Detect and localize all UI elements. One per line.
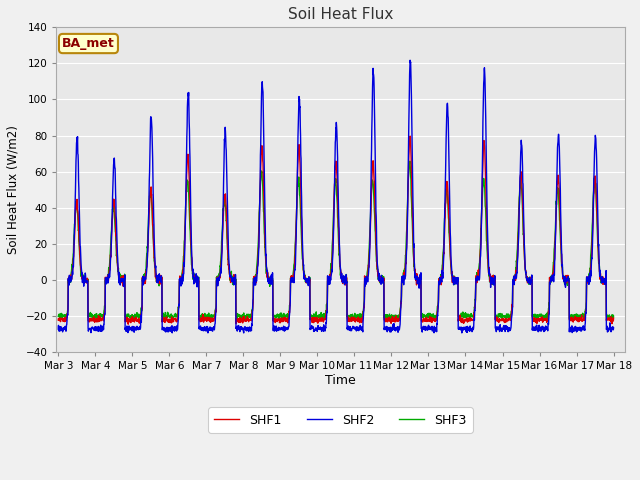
- SHF3: [566, 317, 574, 323]
- SHF2: [610, 325, 618, 331]
- SHF1: [610, 315, 618, 321]
- SHF2: [561, 274, 569, 279]
- SHF3: [209, 314, 217, 320]
- SHF2: [577, 325, 584, 331]
- Line: SHF1: SHF1: [58, 136, 614, 324]
- Y-axis label: Soil Heat Flux (W/m2): Soil Heat Flux (W/m2): [7, 125, 20, 254]
- SHF1: [498, 316, 506, 322]
- Line: SHF3: SHF3: [58, 161, 614, 320]
- SHF1: [364, 267, 372, 273]
- SHF3: [610, 313, 618, 319]
- SHF1: [406, 133, 414, 139]
- SHF3: [364, 265, 372, 271]
- SHF2: [240, 330, 248, 336]
- Line: SHF2: SHF2: [58, 60, 614, 333]
- SHF3: [406, 158, 413, 164]
- SHF1: [561, 278, 569, 284]
- Text: BA_met: BA_met: [62, 37, 115, 50]
- SHF2: [498, 325, 506, 331]
- Title: Soil Heat Flux: Soil Heat Flux: [288, 7, 393, 22]
- SHF3: [577, 314, 584, 320]
- SHF1: [352, 317, 360, 323]
- SHF1: [209, 316, 217, 322]
- SHF1: [577, 317, 584, 323]
- SHF3: [497, 314, 505, 320]
- SHF2: [364, 273, 372, 279]
- SHF3: [54, 313, 62, 319]
- SHF2: [352, 324, 360, 330]
- SHF2: [406, 57, 414, 63]
- SHF2: [54, 326, 62, 332]
- SHF3: [561, 279, 568, 285]
- SHF1: [54, 317, 62, 323]
- X-axis label: Time: Time: [325, 374, 356, 387]
- SHF2: [209, 325, 217, 331]
- Legend: SHF1, SHF2, SHF3: SHF1, SHF2, SHF3: [208, 407, 473, 433]
- SHF1: [124, 321, 132, 327]
- SHF3: [352, 313, 360, 319]
